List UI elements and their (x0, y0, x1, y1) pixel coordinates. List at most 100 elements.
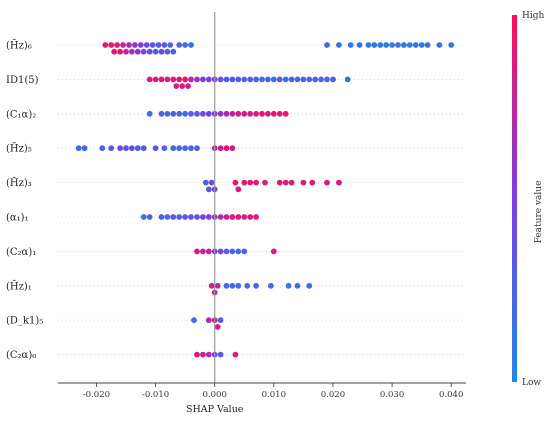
shap-point (129, 48, 135, 55)
shap-points (75, 42, 455, 358)
shap-point (253, 76, 259, 83)
shap-point (200, 248, 206, 255)
shap-point (389, 42, 395, 48)
shap-point (194, 214, 200, 220)
shap-point (176, 76, 183, 83)
shap-point (229, 248, 236, 255)
shap-point (395, 42, 401, 48)
shap-point (194, 110, 200, 117)
shap-point (241, 179, 248, 186)
shap-point (324, 42, 330, 48)
shap-point (401, 42, 407, 48)
shap-point (161, 145, 168, 152)
shap-point (191, 317, 197, 324)
shap-point (194, 248, 200, 255)
shap-point (294, 76, 301, 83)
shap-point (188, 214, 194, 220)
shap-point (176, 145, 183, 152)
shap-point (120, 42, 126, 48)
shap-point (99, 145, 106, 152)
colorbar: High Low Feature value (512, 11, 544, 388)
shap-point (229, 282, 236, 289)
shap-point (217, 145, 224, 152)
shap-point (356, 42, 363, 48)
shap-point (259, 76, 265, 83)
shap-point (347, 42, 354, 48)
shap-point (188, 145, 194, 152)
shap-point (418, 42, 425, 48)
shap-point (214, 324, 221, 330)
shap-point (406, 42, 413, 48)
shap-point (75, 145, 82, 152)
shap-point (223, 214, 230, 220)
shap-point (185, 83, 192, 89)
shap-point (200, 214, 206, 220)
shap-point (132, 42, 138, 48)
shap-point (285, 282, 292, 289)
shap-point (170, 48, 177, 55)
shap-point (134, 48, 141, 55)
shap-point (81, 145, 88, 152)
shap-point (205, 214, 212, 220)
shap-point (140, 214, 147, 220)
shap-point (167, 42, 174, 48)
shap-point (259, 110, 265, 117)
feature-label: (C₂α)₆ (6, 350, 36, 361)
shap-point (424, 42, 431, 48)
shap-point (217, 214, 224, 220)
x-tick-label: 0.000 (203, 390, 227, 400)
shap-point (241, 110, 248, 117)
shap-point (146, 110, 153, 117)
shap-point (123, 145, 129, 152)
shap-point (318, 76, 324, 83)
shap-point (300, 76, 307, 83)
x-tick-label: 0.030 (380, 390, 404, 400)
shap-point (282, 76, 289, 83)
x-tick-label: 0.040 (439, 390, 463, 400)
feature-label: (H̄z)₅ (6, 143, 32, 155)
shap-point (214, 282, 221, 289)
shap-point (268, 282, 274, 289)
shap-point (262, 179, 268, 186)
shap-point (188, 42, 194, 48)
shap-point (205, 317, 212, 324)
shap-point (365, 42, 372, 48)
shap-point (235, 248, 242, 255)
colorbar-high-label: High (522, 11, 544, 21)
shap-point (205, 351, 212, 358)
shap-point (170, 110, 177, 117)
shap-point (276, 179, 283, 186)
shap-point (265, 76, 271, 83)
shap-point (164, 48, 171, 55)
shap-point (126, 42, 132, 48)
shap-point (205, 186, 212, 193)
shap-point (330, 76, 336, 83)
shap-point (158, 214, 165, 220)
shap-point (188, 110, 194, 117)
shap-point (448, 42, 455, 48)
shap-point (208, 179, 215, 186)
shap-point (324, 76, 330, 83)
feature-label: (D_k1)₅ (6, 316, 43, 327)
shap-point (247, 76, 254, 83)
shap-point (102, 42, 109, 48)
colorbar-title: Feature value (534, 181, 544, 244)
shap-point (152, 76, 159, 83)
shap-point (114, 42, 120, 48)
shap-point (217, 317, 224, 324)
shap-point (164, 110, 171, 117)
shap-point (188, 76, 194, 83)
shap-point (253, 282, 259, 289)
x-axis-label: SHAP Value (186, 404, 244, 415)
shap-point (241, 76, 248, 83)
shap-point (223, 145, 230, 152)
shap-point (377, 42, 384, 48)
shap-point (241, 248, 248, 255)
feature-label: (C₂α)₁ (6, 247, 36, 258)
shap-point (164, 76, 171, 83)
shap-point (241, 214, 248, 220)
shap-point (265, 110, 271, 117)
shap-point (244, 282, 251, 289)
shap-point (223, 110, 230, 117)
